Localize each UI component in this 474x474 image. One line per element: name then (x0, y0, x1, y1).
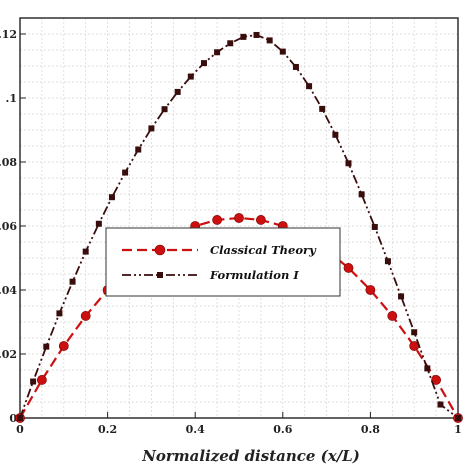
data-point (174, 88, 181, 95)
x-tick-label: 0.6 (273, 423, 292, 436)
data-point (306, 83, 313, 90)
data-point (80, 311, 91, 321)
data-point (122, 169, 129, 176)
data-point (431, 375, 441, 385)
data-point (266, 37, 273, 44)
y-axis: .12 .1 .08 .06 .04 .02 0 (0, 28, 26, 425)
legend-swatch-marker (154, 244, 166, 256)
data-point (365, 285, 376, 295)
data-point (187, 73, 194, 80)
data-point (424, 365, 431, 372)
x-axis-title: Normalized distance (x/L) (141, 447, 360, 465)
data-point (343, 263, 354, 273)
data-point (358, 191, 365, 198)
data-point (292, 63, 299, 70)
legend-label: Classical Theory (210, 243, 317, 257)
plot-frame (19, 17, 459, 419)
x-axis: 0 0.2 0.4 0.6 0.8 1 (16, 412, 462, 436)
data-point (371, 223, 378, 230)
data-point (240, 33, 247, 40)
legend-box (105, 227, 341, 297)
legend-item-1: Classical Theory (122, 243, 317, 257)
x-tick-label: 0.2 (98, 423, 117, 436)
series-2 (17, 31, 461, 421)
y-tick-label: .06 (0, 220, 17, 233)
legend-label: Formulation I (209, 268, 299, 282)
y-tick-label: .1 (6, 92, 17, 105)
data-point (437, 401, 444, 408)
legend: Classical Theory Formulation I (105, 227, 341, 297)
data-point (411, 329, 418, 336)
y-tick-label: .08 (0, 156, 17, 169)
data-point (56, 310, 63, 317)
data-point (43, 343, 50, 350)
data-point (332, 131, 339, 138)
data-point (58, 341, 69, 351)
data-point (384, 258, 391, 265)
data-point (148, 125, 155, 132)
data-point (212, 215, 222, 225)
data-point (37, 375, 47, 385)
data-point (455, 415, 461, 421)
data-point (319, 105, 326, 112)
legend-item-2: Formulation I (122, 268, 299, 282)
data-point (17, 415, 23, 421)
data-point (108, 194, 115, 201)
data-point (69, 278, 76, 285)
x-tick-label: 0.4 (186, 423, 205, 436)
data-point (214, 49, 221, 56)
data-point (234, 213, 244, 223)
y-tick-label: .12 (0, 28, 17, 41)
data-point (200, 60, 207, 67)
y-tick-label: .04 (0, 284, 17, 297)
data-point (161, 106, 168, 113)
grid-lines (20, 18, 458, 418)
legend-swatch-marker (157, 272, 163, 278)
data-point (95, 220, 102, 227)
data-point (398, 293, 405, 300)
x-tick-label: 0 (16, 423, 24, 436)
data-point (345, 160, 352, 167)
x-tick-label: 1 (454, 423, 462, 436)
data-point (82, 248, 89, 255)
data-point (30, 378, 37, 385)
data-point (227, 40, 234, 47)
data-point (253, 31, 260, 38)
x-tick-label: 0.8 (361, 423, 380, 436)
y-tick-label: 0 (9, 412, 17, 425)
data-point (279, 48, 286, 55)
data-point (135, 146, 142, 153)
y-tick-label: .02 (0, 348, 17, 361)
data-point (255, 215, 266, 225)
data-point (387, 311, 398, 321)
series-line (19, 34, 459, 419)
